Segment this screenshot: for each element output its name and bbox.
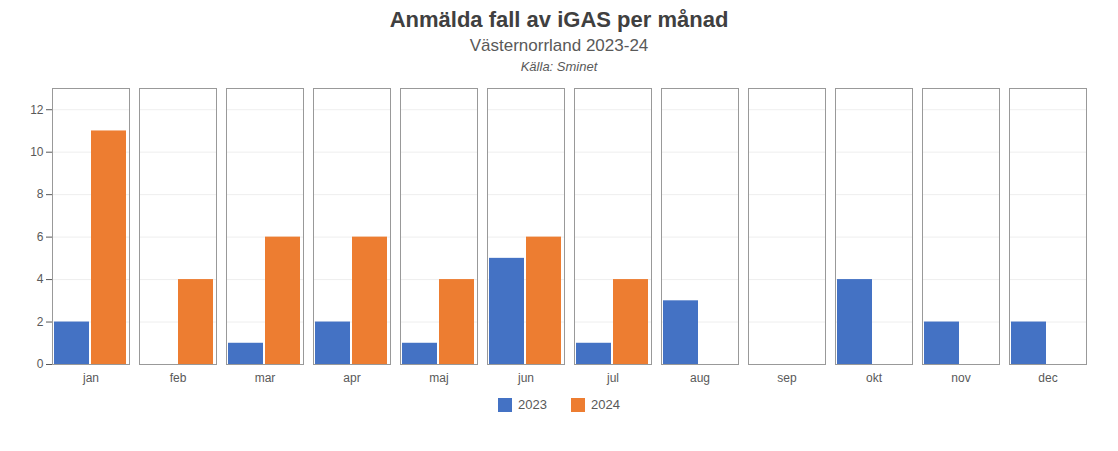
svg-text:12: 12 — [30, 103, 44, 117]
svg-text:0: 0 — [37, 357, 44, 371]
svg-text:sep: sep — [777, 371, 797, 385]
svg-text:okt: okt — [866, 371, 883, 385]
svg-text:jul: jul — [606, 371, 619, 385]
html-text:2023: 2023 — [518, 397, 547, 412]
html-text:2024: 2024 — [591, 397, 620, 412]
svg-text:jan: jan — [82, 371, 99, 385]
svg-text:6: 6 — [37, 230, 44, 244]
svg-text:mar: mar — [255, 371, 276, 385]
svg-text:2: 2 — [37, 315, 44, 329]
html-text:Källa: Sminet: Källa: Sminet — [520, 59, 598, 74]
svg-text:apr: apr — [343, 371, 360, 385]
svg-text:maj: maj — [429, 371, 448, 385]
svg-text:dec: dec — [1038, 371, 1057, 385]
svg-text:feb: feb — [170, 371, 187, 385]
svg-text:10: 10 — [30, 145, 44, 159]
svg-text:4: 4 — [37, 272, 44, 286]
svg-text:8: 8 — [37, 187, 44, 201]
svg-text:jun: jun — [517, 371, 534, 385]
svg-text:nov: nov — [951, 371, 970, 385]
html-text:Västernorrland 2023-24: Västernorrland 2023-24 — [469, 36, 649, 55]
svg-text:aug: aug — [690, 371, 710, 385]
html-text:Anmälda fall av iGAS per månad: Anmälda fall av iGAS per månad — [389, 7, 729, 32]
